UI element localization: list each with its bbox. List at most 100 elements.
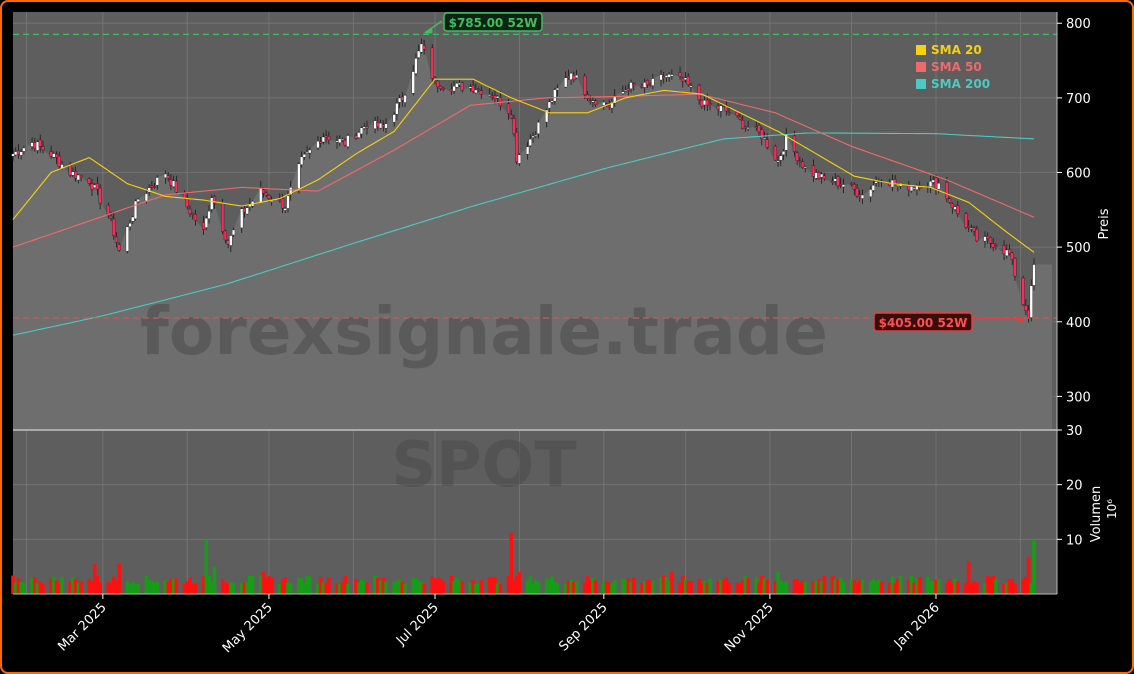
volume-bar	[169, 578, 173, 594]
volume-bar	[574, 581, 579, 594]
date-tick-label: Mar 2025	[55, 600, 109, 654]
candle-up	[359, 127, 364, 135]
legend-label: SMA 20	[931, 43, 982, 57]
volume-bar	[678, 582, 682, 594]
candle-up	[300, 156, 304, 165]
candle-down	[632, 83, 636, 86]
volume-bar	[299, 578, 304, 594]
volume-bar	[572, 581, 576, 594]
volume-bar	[490, 576, 494, 594]
volume-bar	[152, 582, 157, 594]
candle-down	[449, 88, 453, 92]
candle-up	[912, 187, 916, 190]
candle-up	[19, 151, 23, 156]
volume-bar	[784, 581, 789, 594]
sma200-line	[12, 132, 1035, 336]
candle-up	[204, 217, 208, 228]
candle-down	[515, 132, 519, 163]
volume-bar	[229, 582, 233, 594]
candle-down	[512, 118, 516, 135]
volume-bar	[740, 580, 745, 594]
volume-bar	[92, 563, 97, 594]
candle-up	[591, 100, 595, 103]
candle-up	[528, 138, 532, 146]
volume-bar	[819, 581, 824, 594]
volume-bar	[836, 579, 840, 594]
candle-up	[553, 89, 557, 102]
candle-down	[858, 194, 862, 197]
candle-down	[626, 88, 630, 91]
candle-down	[583, 75, 587, 95]
candle-down	[594, 100, 598, 106]
volume-bar	[209, 582, 214, 594]
candle-up	[245, 207, 249, 215]
volume-bar	[909, 575, 914, 594]
candle-down	[648, 84, 652, 86]
candle-down	[319, 141, 323, 144]
candle-down	[212, 196, 217, 204]
price-tick-label: 500	[1066, 241, 1091, 256]
volume-bar	[593, 580, 598, 594]
volume-bar	[830, 575, 835, 594]
volume-bar	[19, 581, 23, 594]
candle-up	[574, 74, 579, 79]
volume-bar	[411, 578, 416, 594]
candle-up	[357, 132, 361, 138]
candle-up	[667, 74, 671, 78]
volume-bar	[811, 581, 816, 594]
volume-bar	[479, 580, 484, 594]
candle-up	[1032, 264, 1036, 286]
candle-up	[833, 178, 837, 182]
candle-up	[229, 235, 233, 246]
date-tick-label: Sep 2025	[556, 600, 610, 654]
volume-bar	[381, 577, 386, 594]
price-area	[13, 43, 1052, 431]
low-52w-arrow	[971, 317, 1025, 320]
volume-bar	[68, 581, 72, 594]
candle-up	[455, 82, 459, 88]
volume-bar	[22, 583, 26, 594]
candle-up	[398, 97, 402, 103]
candle-up	[283, 208, 287, 211]
volume-bar	[356, 582, 361, 594]
price-tick-label: 600	[1066, 166, 1091, 181]
candle-down	[1021, 277, 1025, 305]
candle-down	[16, 150, 21, 155]
candle-down	[506, 103, 511, 114]
volume-bar	[623, 579, 628, 594]
candle-up	[457, 82, 462, 85]
candle-up	[468, 86, 473, 89]
volume-bar	[365, 582, 369, 594]
volume-bar	[476, 583, 481, 594]
volume-bar	[855, 583, 859, 594]
candle-down	[226, 240, 230, 245]
volume-bar	[792, 579, 797, 594]
candle-down	[678, 72, 682, 77]
candle-up	[52, 153, 56, 158]
candle-up	[841, 184, 846, 188]
volume-bar	[514, 576, 519, 594]
volume-bar	[610, 583, 614, 594]
volume-bar	[384, 581, 388, 594]
ticker-watermark: SPOT	[391, 428, 576, 501]
candle-down	[324, 135, 328, 138]
candle-down	[705, 99, 709, 106]
candle-up	[384, 123, 388, 129]
volume-bar	[11, 575, 15, 594]
candle-down	[967, 226, 971, 228]
watermarks: forexsignale.trade SPOT	[140, 293, 828, 501]
candle-up	[346, 135, 350, 147]
volume-bar	[648, 580, 652, 594]
candle-up	[155, 177, 159, 186]
volume-bar	[512, 581, 516, 594]
volume-bar	[833, 579, 838, 594]
volume-bar	[585, 576, 590, 594]
volume-bar	[204, 539, 209, 594]
volume-bar	[302, 583, 307, 594]
volume-bar	[721, 579, 726, 594]
volume-bar	[32, 577, 37, 594]
candle-down	[716, 105, 720, 110]
volume-bar	[316, 584, 320, 594]
volume-bar	[612, 579, 617, 594]
candle-down	[400, 96, 404, 101]
